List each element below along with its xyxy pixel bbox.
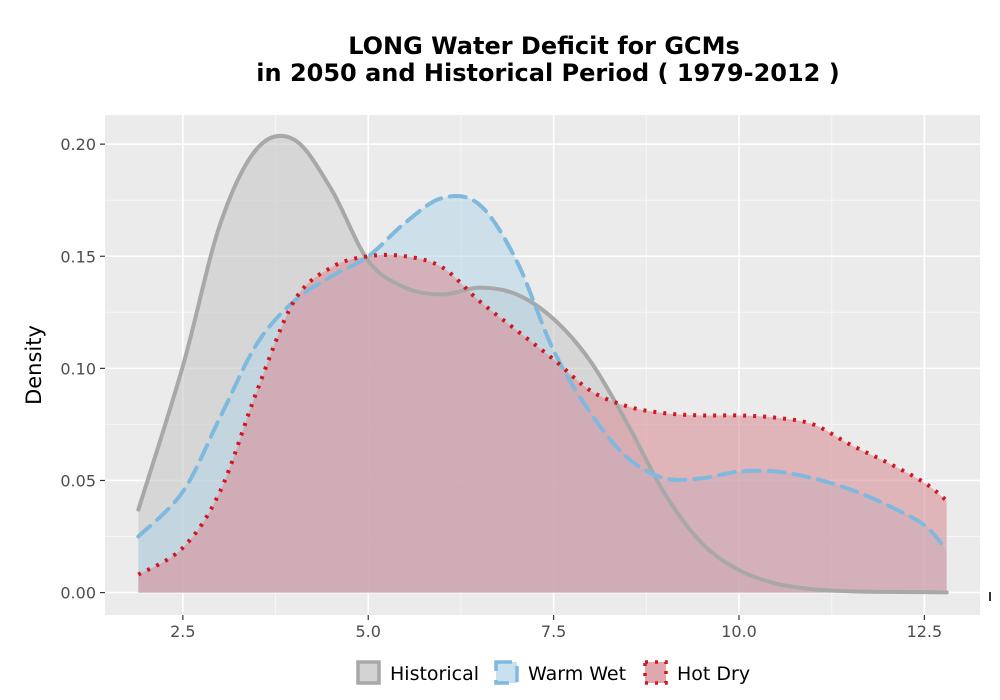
y-axis-ticks: 0.00 0.05 0.10 0.15 0.20 (60, 135, 105, 603)
y-tick-label: 0.20 (60, 135, 96, 154)
legend-key-warm-wet (494, 660, 519, 685)
y-tick-label: 0.05 (60, 471, 96, 490)
legend-label-hot-dry: Hot Dry (677, 663, 750, 685)
legend: Historical Warm Wet Hot Dry (356, 660, 750, 685)
historical-line (136, 133, 949, 595)
legend-key-hot-dry (643, 660, 668, 685)
legend-label-historical: Historical (390, 663, 479, 685)
y-axis-title: Density (22, 325, 46, 405)
y-tick-label: 0.10 (60, 359, 96, 378)
x-tick-label: 7.5 (541, 622, 566, 641)
x-axis-ticks: 2.5 5.0 7.5 10.0 12.5 (170, 615, 942, 641)
x-tick-label: 10.0 (721, 622, 757, 641)
x-tick-label: 2.5 (170, 622, 195, 641)
x-tick-label: 12.5 (907, 622, 943, 641)
y-tick-label: 0.00 (60, 584, 96, 603)
hot-dry-area (138, 254, 947, 593)
chart-title-line1: LONG Water Deficit for GCMs (348, 32, 740, 60)
density-areas (138, 135, 947, 593)
hot-dry-line (137, 252, 948, 577)
density-lines (136, 133, 949, 595)
warm-wet-line (136, 194, 949, 552)
y-tick-label: 0.15 (60, 247, 96, 266)
chart-title-line2: in 2050 and Historical Period ( 1979-201… (256, 59, 839, 87)
legend-key-historical (356, 660, 381, 685)
x-tick-label: 5.0 (356, 622, 381, 641)
legend-label-warm-wet: Warm Wet (528, 663, 626, 685)
